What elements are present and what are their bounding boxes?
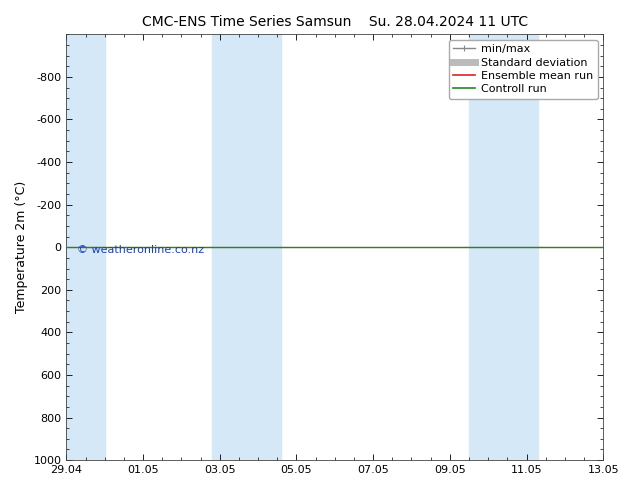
Title: CMC-ENS Time Series Samsun    Su. 28.04.2024 11 UTC: CMC-ENS Time Series Samsun Su. 28.04.202…: [142, 15, 528, 29]
Bar: [503, 34, 538, 460]
Text: © weatheronline.co.nz: © weatheronline.co.nz: [77, 245, 204, 255]
Bar: [67, 34, 105, 460]
Bar: [247, 34, 281, 460]
Y-axis label: Temperature 2m (°C): Temperature 2m (°C): [15, 181, 28, 314]
Bar: [469, 34, 503, 460]
Legend: min/max, Standard deviation, Ensemble mean run, Controll run: min/max, Standard deviation, Ensemble me…: [449, 40, 598, 99]
Bar: [212, 34, 247, 460]
